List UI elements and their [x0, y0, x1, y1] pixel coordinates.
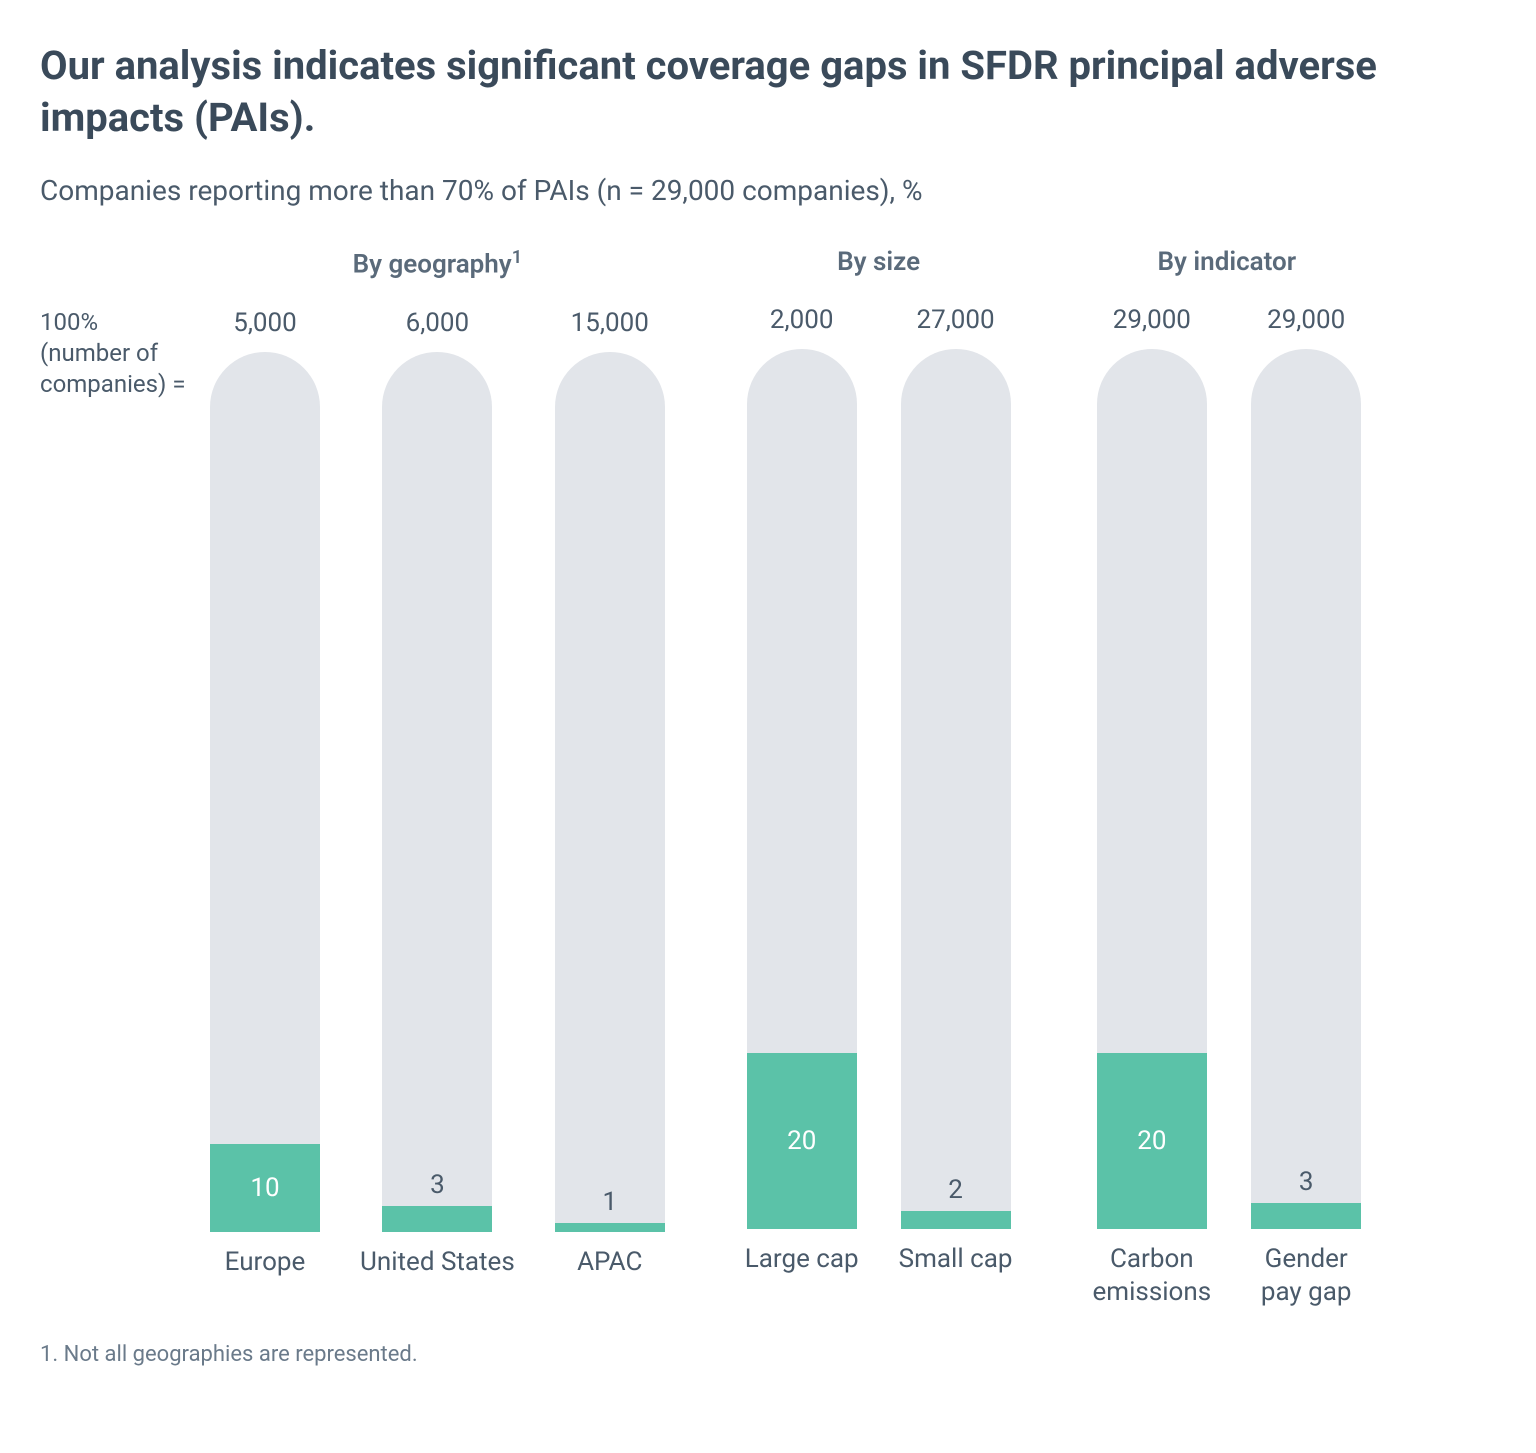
axis-label-line2: (number of [40, 339, 158, 367]
bar-fill [901, 1211, 1011, 1229]
bar-n-label: 29,000 [1267, 305, 1345, 335]
bar-value-label: 20 [747, 1126, 857, 1156]
chart-group: By size2,000 20 Large cap 27,000 2 Small cap [745, 247, 1013, 1312]
bar-pill: 10 [210, 352, 320, 1232]
chart-group: By indicator29,00020Carbonemissions29,00… [1092, 247, 1361, 1312]
bar-category-label: Genderpay gap [1261, 1243, 1352, 1309]
bars-row: 2,000 20 Large cap 27,000 2 Small cap [745, 305, 1013, 1309]
bar-unit: 27,000 2 Small cap [899, 305, 1013, 1309]
bar-pill: 2 [901, 349, 1011, 1229]
bar-n-label: 29,000 [1113, 305, 1191, 335]
bar-pill: 1 [555, 352, 665, 1232]
bar-fill [555, 1223, 665, 1232]
y-axis-label: 100% (number of companies) = [40, 247, 210, 1312]
chart-subtitle: Companies reporting more than 70% of PAI… [40, 174, 1496, 207]
bar-value-label: 3 [1251, 1167, 1361, 1197]
bar-value-label: 10 [210, 1173, 320, 1203]
chart-area: 100% (number of companies) = By geograph… [40, 247, 1496, 1312]
bars-row: 29,000 20 Carbonemissions 29,000 3 Genderpay … [1092, 305, 1361, 1309]
bar-unit: 15,000 1 APAC [555, 308, 665, 1312]
bar-fill [1251, 1203, 1361, 1229]
bar-value-label: 20 [1097, 1126, 1207, 1156]
bar-unit: 29,000 3 Genderpay gap [1251, 305, 1361, 1309]
bar-n-label: 15,000 [571, 308, 649, 338]
chart-title: Our analysis indicates significant cover… [40, 40, 1440, 144]
bar-unit: 6,000 3 United States [360, 308, 515, 1312]
bar-pill: 3 [382, 352, 492, 1232]
bar-n-label: 27,000 [916, 305, 994, 335]
bar-unit: 2,000 20 Large cap [745, 305, 859, 1309]
bar-fill [382, 1206, 492, 1232]
bars-row: 5,000 10 Europe 6,000 3 United States 15,000 1 A… [210, 308, 665, 1312]
bar-category-label: United States [360, 1246, 515, 1312]
groups-container: By geography1 5,000 10 Europe 6,000 3 United S… [210, 247, 1496, 1312]
bar-n-label: 6,000 [406, 308, 470, 338]
bar-n-label: 5,000 [233, 308, 297, 338]
bar-pill: 3 [1251, 349, 1361, 1229]
bar-category-label: APAC [577, 1246, 642, 1312]
axis-label-line1: 100% [40, 308, 98, 336]
bar-category-label: Carbonemissions [1092, 1243, 1211, 1309]
bar-category-label: Large cap [745, 1243, 859, 1309]
bar-pill: 20 [747, 349, 857, 1229]
bar-value-label: 3 [382, 1170, 492, 1200]
bar-unit: 29,000 20 Carbonemissions [1092, 305, 1211, 1309]
bar-pill: 20 [1097, 349, 1207, 1229]
footnote: 1. Not all geographies are represented. [40, 1342, 1496, 1367]
group-header: By size [837, 247, 920, 277]
chart-group: By geography1 5,000 10 Europe 6,000 3 United S… [210, 247, 665, 1312]
axis-label-line3: companies) = [40, 370, 186, 398]
group-header: By geography1 [353, 247, 522, 280]
bar-category-label: Europe [225, 1246, 306, 1312]
bar-value-label: 1 [555, 1187, 665, 1217]
group-header: By indicator [1158, 247, 1297, 277]
bar-value-label: 2 [901, 1175, 1011, 1205]
bar-category-label: Small cap [899, 1243, 1013, 1309]
bar-n-label: 2,000 [770, 305, 834, 335]
bar-unit: 5,000 10 Europe [210, 308, 320, 1312]
